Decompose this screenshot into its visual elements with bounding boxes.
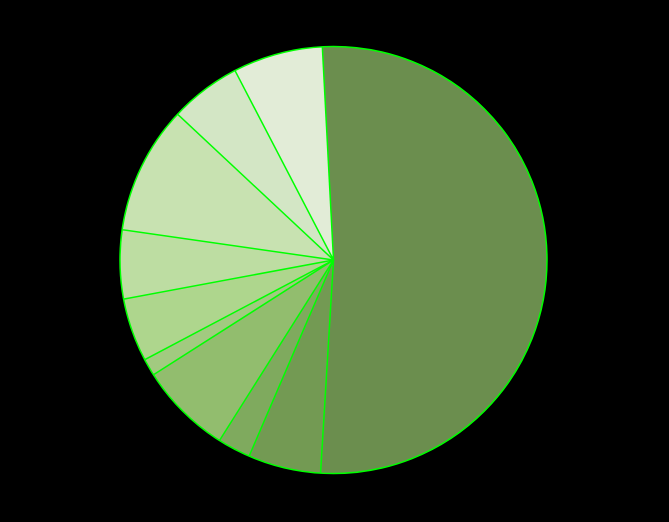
pie-slices — [119, 46, 548, 474]
pie-slice-edge-2 — [319, 259, 335, 474]
pie-slice-6 — [123, 260, 334, 360]
pie-slice-edge-5 — [153, 259, 334, 376]
pie-slice-edge-6 — [144, 259, 334, 361]
pie-slice-edge-1 — [321, 46, 335, 261]
pie-slice-8 — [122, 114, 334, 260]
pie-slice-edge-3 — [248, 259, 335, 457]
pie-slice-2 — [249, 260, 334, 474]
pie-slice-edge-8 — [122, 228, 334, 261]
pie-slice-3 — [219, 260, 334, 457]
pie-slice-10 — [234, 46, 334, 260]
pie-slice-9 — [177, 70, 334, 261]
pie-slice-5 — [144, 260, 334, 375]
pie-slice-7 — [119, 229, 334, 300]
pie-slice-edges — [122, 46, 335, 474]
pie-slice-4 — [153, 260, 334, 441]
pie-slice-1 — [320, 46, 548, 474]
pie-slice-edge-4 — [218, 259, 335, 441]
pie-slice-edge-7 — [123, 259, 334, 300]
pie-slice-edge-10 — [234, 70, 335, 261]
pie-slice-edge-9 — [177, 113, 335, 261]
pie-outline — [119, 45, 548, 475]
